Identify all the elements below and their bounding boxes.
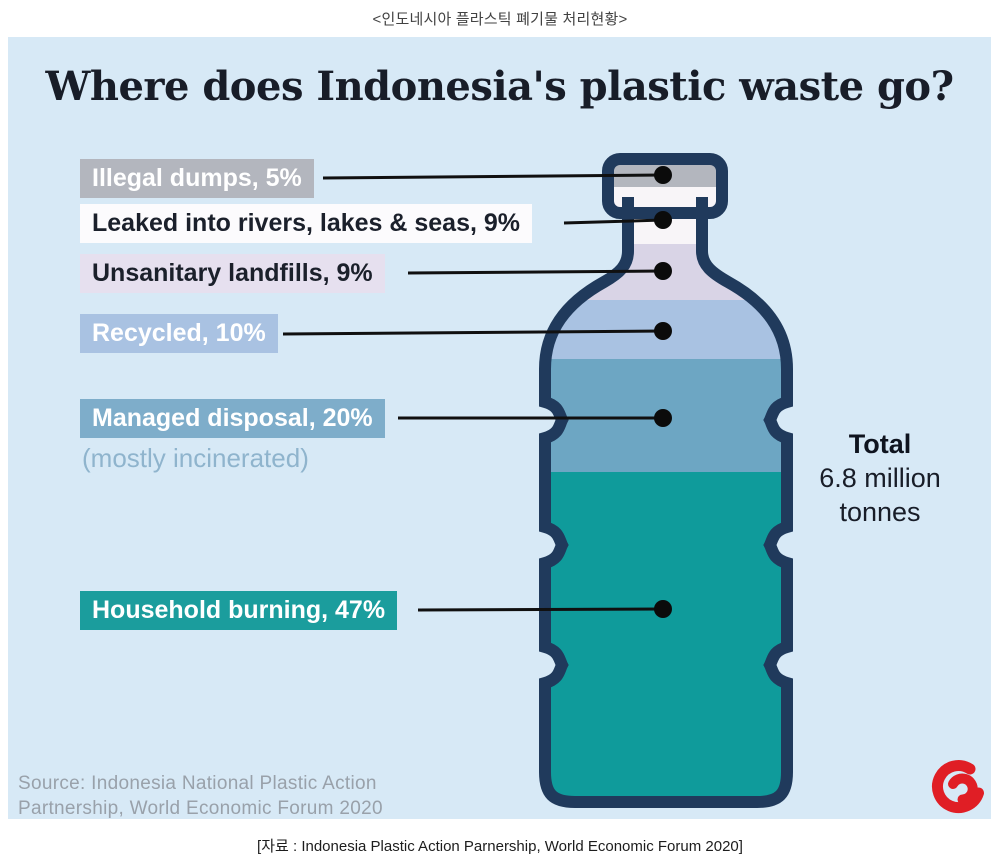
bottom-caption: [자료 : Indonesia Plastic Action Parnershi… [257, 838, 743, 855]
label-unsanitary: Unsanitary landfills, 9% [80, 254, 385, 293]
top-caption: <인도네시아 플라스틱 폐기물 처리현황> [372, 11, 628, 28]
source-line1: Source: Indonesia National Plastic Actio… [18, 773, 377, 794]
total-value-line2: tonnes [839, 497, 921, 527]
label-household-burning: Household burning, 47% [80, 591, 398, 630]
red-swirl-logo-icon [932, 760, 984, 814]
managed-disposal-note: (mostly incinerated) [82, 443, 309, 473]
bottle-bands [545, 159, 787, 802]
label-illegal-dumps: Illegal dumps, 5% [80, 159, 314, 198]
label-managed-disposal: Managed disposal, 20% [80, 399, 385, 438]
leader-lines [282, 173, 664, 612]
label-recycled: Recycled, 10% [80, 314, 278, 353]
total-value-line1: 6.8 million [819, 463, 941, 493]
source-note: Source: Indonesia National Plastic Actio… [18, 771, 383, 819]
total-heading: Total [848, 429, 912, 459]
chart-title: Where does Indonesia's plastic waste go? [45, 63, 954, 110]
leader-dots [654, 166, 672, 618]
source-line2: Partnership, World Economic Forum 2020 [18, 798, 383, 819]
band-household-burning [545, 472, 787, 802]
infographic-panel: Where does Indonesia's plastic waste go? [8, 37, 991, 819]
total-annotation: Total 6.8 million tonnes [790, 427, 970, 529]
bottle-chart-graphic [282, 153, 793, 808]
label-leaked-rivers: Leaked into rivers, lakes & seas, 9% [80, 204, 533, 243]
